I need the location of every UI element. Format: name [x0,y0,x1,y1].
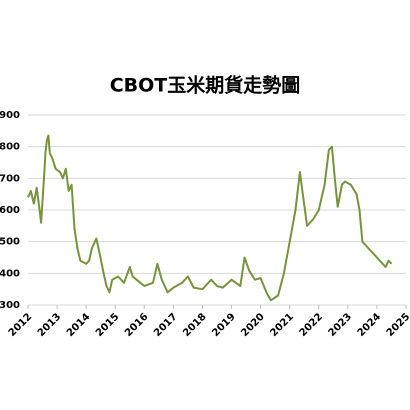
y-tick-label: 300 [0,300,20,311]
x-tick-label: 2013 [36,311,63,338]
x-tick-label: 2022 [298,311,325,338]
y-tick-label: 900 [0,110,20,121]
x-tick-label: 2017 [152,311,179,338]
x-tick-label: 2016 [123,311,150,338]
x-tick-label: 2025 [385,311,410,338]
y-tick-label: 800 [0,142,20,153]
y-tick-label: 600 [0,205,20,216]
x-tick-label: 2012 [7,311,34,338]
x-tick-label: 2024 [356,311,383,338]
y-tick-label: 500 [0,237,20,248]
chart-title: CBOT玉米期貨走勢圖 [110,74,301,97]
x-tick-label: 2018 [181,311,208,338]
y-tick-label: 700 [0,173,20,184]
x-tick-label: 2019 [210,311,237,338]
x-tick-label: 2020 [239,311,266,338]
x-tick-label: 2014 [65,311,92,338]
line-series [27,134,393,302]
x-tick-label: 2023 [327,311,354,338]
y-tick-label: 400 [0,268,20,279]
x-tick-label: 2015 [94,311,121,338]
x-tick-label: 2021 [268,311,295,338]
